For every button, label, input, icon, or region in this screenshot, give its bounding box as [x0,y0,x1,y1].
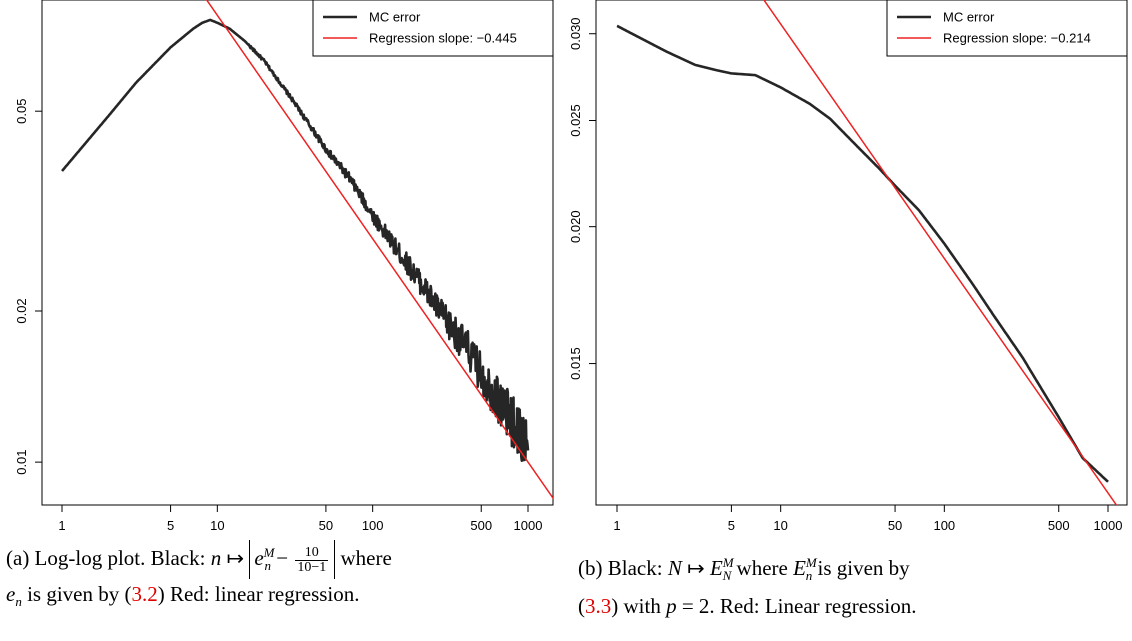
caption-b-suffix1: ) with [611,594,667,619]
chart-panel-b: 1 5 10 50 100 500 1000 0.015 0.020 0.025 0.030 MC e… [568,0,1128,530]
x-tick-label: 1 [613,518,620,530]
caption-a-e2: e [6,582,16,607]
caption-a-suffix: ) Red: linear regression. [157,582,360,607]
caption-a-e-sub: n [264,558,271,574]
caption-b-var-N: N [667,556,682,580]
x-tick-label: 500 [470,518,492,530]
y-tick-label: 0.025 [568,104,583,137]
caption-b-mapsto: ↦ [681,556,710,580]
legend-label-regression: Regression slope: −0.445 [369,31,517,46]
caption-a-abs: eMn − 10 10−1 [249,540,336,580]
caption-b-E2-sub: n [805,568,813,584]
regression-line [205,0,553,500]
caption-b-E2-sup: M [805,555,817,570]
caption-b-where: where [731,556,794,580]
legend-label-mc-error: MC error [943,10,995,25]
caption-a-minus: − [270,546,294,570]
plot-frame [595,0,1128,506]
x-tick-label: 10 [210,518,224,530]
plot-frame [41,0,554,506]
x-tick-label: 5 [167,518,174,530]
x-tick-label: 100 [362,518,384,530]
caption-a-frac-den: 10−1 [297,559,327,575]
mc-error-line [61,18,530,462]
caption-b-E-sup: M [722,555,734,570]
caption-b-ref-link[interactable]: 3.3 [585,594,612,619]
caption-a-e-sup: M [263,545,275,560]
x-tick-label: 100 [933,518,955,530]
caption-b-E-sub: N [722,568,732,584]
y-tick-label: 0.05 [14,99,29,124]
caption-b: (b) Black: N ↦ EMN where EMn is given by… [578,548,1128,621]
caption-a-fraction: 10 10−1 [295,545,329,575]
legend-label-mc-error: MC error [369,10,421,25]
legend-box [886,0,1128,57]
caption-b-prefix: (b) Black: [578,556,668,580]
caption-b-p: p [666,594,677,619]
figure-canvas: 1 5 10 50 100 500 1000 0.01 0.02 0.05 MC error Regr… [14,0,1128,530]
caption-a-frac-num: 10 [295,545,329,561]
legend: MC error Regression slope: −0.214 [886,0,1128,57]
caption-a: (a) Log-log plot. Black: n ↦ eMn − 10 10−… [6,540,552,617]
caption-b-open: ( [578,594,585,619]
y-tick-label: 0.030 [568,17,583,50]
caption-b-suffix2: = 2. Red: Linear regression. [676,594,917,619]
x-tick-label: 1 [58,518,65,530]
x-tick-label: 500 [1048,518,1070,530]
caption-a-ref-link[interactable]: 3.2 [131,582,158,607]
regression-line [763,0,1118,505]
caption-a-e2-sub: n [15,594,22,610]
legend: MC error Regression slope: −0.445 [312,0,554,57]
caption-a-var-n: n [210,546,222,570]
mc-error-line [616,24,1109,483]
caption-a-middle: is given by ( [21,582,132,607]
legend-box [312,0,554,57]
x-tick-label: 50 [888,518,902,530]
plot-area [616,0,1118,505]
y-tick-label: 0.015 [568,347,583,380]
x-tick-label: 10 [773,518,787,530]
y-tick-label: 0.020 [568,210,583,243]
x-tick-label: 5 [728,518,735,530]
caption-b-E: E [709,556,723,580]
x-tick-label: 1000 [1094,518,1123,530]
x-tick-label: 1000 [514,518,543,530]
y-tick-label: 0.02 [14,298,29,323]
caption-a-mapsto: ↦ [221,546,250,570]
caption-b-E2: E [793,556,806,580]
legend-label-regression: Regression slope: −0.214 [943,31,1091,46]
chart-panel-a: 1 5 10 50 100 500 1000 0.01 0.02 0.05 MC error Regr… [14,0,554,530]
caption-a-prefix: (a) Log-log plot. Black: [6,546,211,570]
caption-a-where: where [335,546,392,570]
y-tick-label: 0.01 [14,449,29,474]
caption-b-middle: is given by [812,556,910,580]
caption-a-e: e [254,546,264,570]
x-tick-label: 50 [319,518,333,530]
plot-area [61,0,553,500]
